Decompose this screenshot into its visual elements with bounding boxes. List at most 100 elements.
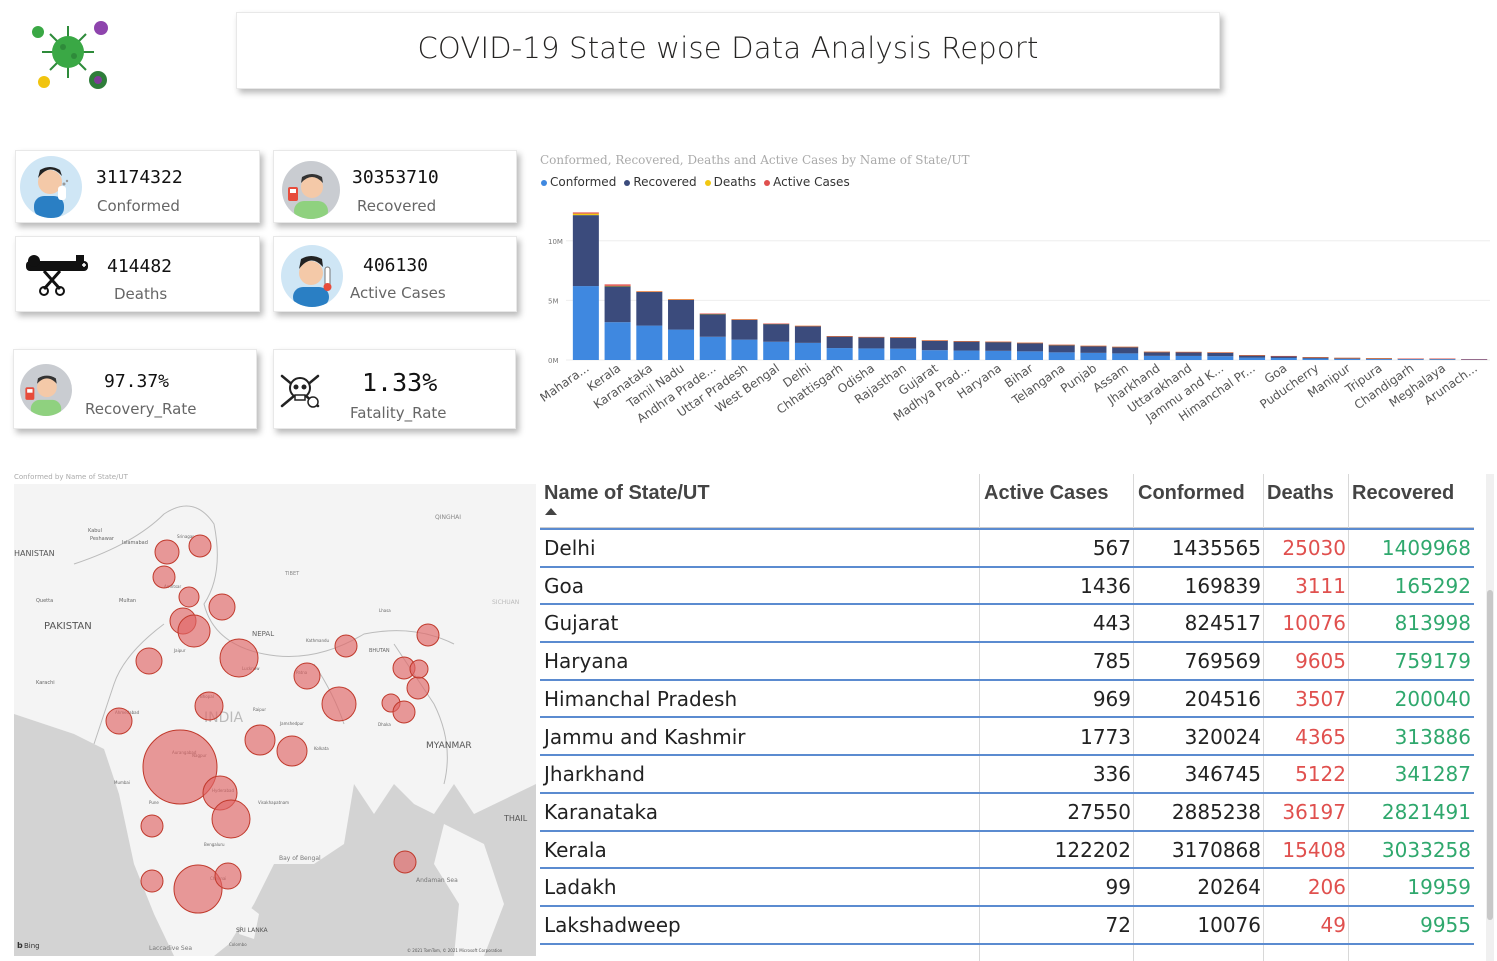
confirmed-cell: 3170868 bbox=[1171, 837, 1261, 862]
sick-person-icon bbox=[281, 245, 343, 307]
bar-segment-active-cases bbox=[668, 299, 695, 300]
table-row[interactable]: Kerala 122202 3170868 15408 3033258 bbox=[540, 832, 1474, 870]
bar-segment-conformed bbox=[1016, 351, 1044, 360]
table-row[interactable]: Himanchal Pradesh 969 204516 3507 200040 bbox=[540, 681, 1474, 719]
table-row[interactable]: Haryana 785 769569 9605 759179 bbox=[540, 643, 1474, 681]
bar-segment-deaths bbox=[636, 291, 663, 293]
map-bubble bbox=[188, 534, 212, 558]
table-row[interactable]: Jharkhand 336 346745 5122 341287 bbox=[540, 756, 1474, 794]
legend-item-deaths[interactable]: Deaths bbox=[704, 175, 757, 189]
map-land-srilanka bbox=[239, 904, 259, 939]
bar-segment-recovered bbox=[858, 337, 885, 349]
legend-label-active: Active Cases bbox=[773, 175, 850, 189]
bar-segment-recovered bbox=[1016, 342, 1044, 352]
map-label: Quetta bbox=[36, 598, 53, 604]
map-label: SRI LANKA bbox=[236, 927, 269, 934]
map-label: Peshawar bbox=[90, 536, 115, 542]
bar-segment-conformed bbox=[636, 325, 663, 360]
recovered-cell: 3033258 bbox=[1381, 837, 1471, 862]
skull-crossbones-icon bbox=[278, 372, 322, 410]
kpi-recovered-label: Recovered bbox=[357, 197, 437, 215]
deaths-cell: 3507 bbox=[1295, 686, 1346, 711]
kpi-deaths-card[interactable]: 414482 Deaths bbox=[15, 236, 260, 312]
bar-segment-conformed bbox=[794, 342, 821, 360]
legend-item-recovered[interactable]: Recovered bbox=[624, 175, 697, 189]
map-bubble bbox=[178, 586, 200, 608]
bar-segment-active-cases bbox=[699, 313, 726, 314]
bar-segment-conformed bbox=[1429, 359, 1456, 360]
bar-segment-conformed bbox=[1143, 355, 1170, 360]
map-label: Amritsar bbox=[164, 584, 181, 589]
legend-label-deaths: Deaths bbox=[713, 175, 757, 189]
table-row[interactable]: Goa 1436 169839 3111 165292 bbox=[540, 568, 1474, 606]
map-bubble bbox=[194, 691, 224, 721]
active-cell: 443 bbox=[1092, 611, 1131, 636]
map-label: TIBET bbox=[284, 571, 300, 577]
map-bubble bbox=[392, 700, 416, 724]
table-row[interactable]: Ladakh 99 20264 206 19959 bbox=[540, 869, 1474, 907]
bar-segment-active-cases bbox=[1397, 358, 1424, 360]
bar-segment-deaths bbox=[699, 313, 726, 315]
active-cell: 1773 bbox=[1080, 724, 1131, 749]
legend-item-conformed[interactable]: Conformed bbox=[541, 175, 616, 189]
bar-segment-conformed bbox=[890, 348, 917, 360]
state-cell: Kerala bbox=[544, 837, 607, 862]
active-cell: 72 bbox=[1105, 913, 1131, 937]
bar-segment-conformed bbox=[985, 350, 1012, 360]
bar-segment-active-cases bbox=[1302, 357, 1329, 358]
bar-segment-active-cases bbox=[636, 291, 663, 292]
bar-segment-conformed bbox=[731, 339, 758, 360]
map-label: MYANMAR bbox=[426, 741, 472, 751]
bar-segment-recovered bbox=[1048, 344, 1075, 353]
state-cell: Karanataka bbox=[544, 799, 659, 824]
recovered-cell: 813998 bbox=[1394, 611, 1471, 636]
kpi-active-card[interactable]: 406130 Active Cases bbox=[273, 236, 517, 312]
deaths-cell: 5122 bbox=[1295, 762, 1346, 787]
bubble-map[interactable]: HANISTAN PAKISTAN INDIA NEPAL BHUTAN MYANMAR Q… bbox=[14, 484, 536, 956]
bar-segment-conformed bbox=[953, 350, 980, 360]
map-label: Raipur bbox=[253, 707, 266, 712]
map-bubble bbox=[211, 799, 251, 839]
kpi-confirmed-card[interactable]: 31174322 Conformed bbox=[15, 150, 260, 223]
kpi-recovery-rate-card[interactable]: 97.37% Recovery_Rate bbox=[13, 349, 257, 429]
table-scrollbar-thumb[interactable] bbox=[1487, 590, 1493, 920]
bar-segment-conformed bbox=[1365, 359, 1392, 360]
map-caption: Conformed by Name of State/UT bbox=[14, 473, 128, 481]
table-row[interactable]: Jammu and Kashmir 1773 320024 4365 313886 bbox=[540, 719, 1474, 757]
table-row[interactable]: Gujarat 443 824517 10076 813998 bbox=[540, 605, 1474, 644]
kpi-deaths-value: 414482 bbox=[107, 256, 173, 277]
header-deaths[interactable]: Deaths bbox=[1267, 482, 1334, 504]
header-recovered[interactable]: Recovered bbox=[1352, 482, 1455, 504]
legend-label-conformed: Conformed bbox=[550, 175, 617, 189]
legend-swatch-conformed bbox=[541, 180, 547, 186]
bar-segment-recovered bbox=[699, 313, 726, 337]
table-row[interactable]: Delhi 567 1435565 25030 1409968 bbox=[540, 530, 1474, 568]
map-label: QINGHAI bbox=[435, 514, 461, 521]
bar-chart-legend: Conformed Recovered Deaths Active Cases bbox=[541, 175, 850, 189]
map-label: Pune bbox=[149, 800, 159, 805]
map-label: Islamabad bbox=[122, 540, 148, 546]
state-table[interactable]: Name of State/UT Active Cases Conformed … bbox=[540, 474, 1474, 961]
table-row[interactable]: Lakshadweep 72 10076 49 9955 bbox=[540, 907, 1474, 945]
header-confirmed[interactable]: Conformed bbox=[1138, 482, 1245, 504]
active-cell: 969 bbox=[1092, 686, 1131, 711]
kpi-deaths-label: Deaths bbox=[114, 285, 168, 303]
legend-item-active[interactable]: Active Cases bbox=[764, 175, 850, 189]
kpi-recovered-card[interactable]: 30353710 Recovered bbox=[273, 150, 517, 223]
map-label: Multan bbox=[119, 598, 136, 604]
kpi-confirmed-label: Conformed bbox=[97, 197, 180, 215]
bar-segment-deaths bbox=[604, 285, 631, 287]
bar-segment-recovered bbox=[921, 340, 948, 351]
map-land bbox=[14, 484, 536, 956]
header-state[interactable]: Name of State/UT bbox=[544, 482, 710, 504]
kpi-fatality-rate-card[interactable]: 1.33% Fatality_Rate bbox=[273, 349, 516, 429]
confirmed-cell: 320024 bbox=[1184, 724, 1261, 749]
table-row[interactable]: Karanataka 27550 2885238 36197 2821491 bbox=[540, 794, 1474, 832]
map-bubble bbox=[393, 850, 417, 874]
header-active[interactable]: Active Cases bbox=[984, 482, 1109, 504]
deaths-cell: 9605 bbox=[1295, 649, 1346, 674]
bar-segment-recovered bbox=[1270, 356, 1297, 358]
sort-ascending-icon[interactable] bbox=[545, 508, 557, 515]
bar-segment-conformed bbox=[1334, 358, 1361, 360]
